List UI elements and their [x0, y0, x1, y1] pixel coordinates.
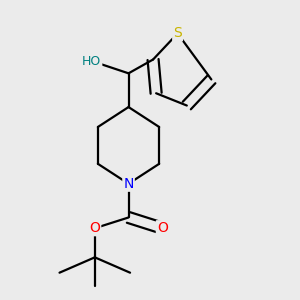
Text: O: O [89, 221, 100, 235]
Text: N: N [123, 177, 134, 191]
Text: S: S [173, 26, 182, 40]
Text: O: O [157, 221, 168, 235]
Text: HO: HO [82, 55, 101, 68]
